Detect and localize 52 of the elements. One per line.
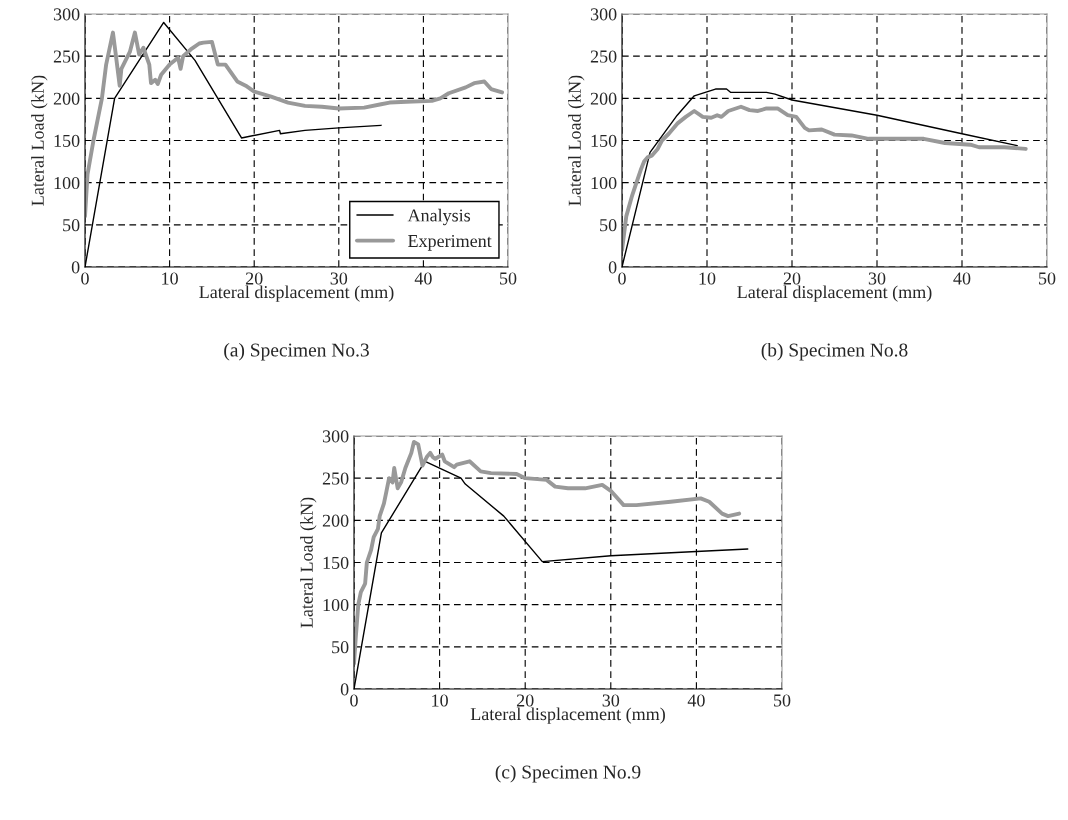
line-series (354, 439, 742, 666)
x-tick-label: 30 (868, 272, 886, 285)
y-tick-label: 0 (608, 261, 617, 274)
text: (a) Specimen No.3 (224, 342, 369, 361)
x-tick-label: 50 (774, 694, 791, 707)
x-tick-label: 10 (432, 694, 448, 707)
y-tick-label: 50 (63, 219, 80, 232)
y-tick-label: 250 (53, 50, 80, 63)
x-tick-label: 20 (516, 694, 534, 707)
y-tick-label: 100 (54, 176, 80, 190)
y-tick-label: 250 (322, 472, 349, 485)
y-tick-label: 100 (591, 176, 617, 190)
y-tick-label: 0 (340, 683, 349, 696)
y-tick-label: 200 (53, 92, 80, 105)
y-tick-label: 200 (322, 514, 349, 527)
x-tick-label: 40 (687, 694, 705, 707)
x-tick-label: 10 (162, 272, 178, 285)
y-tick-label: 0 (71, 261, 80, 274)
x-tick-label: 50 (1039, 272, 1056, 285)
y-tick-label: 150 (54, 134, 80, 147)
y-tick-label: 50 (600, 219, 617, 232)
y-tick-label: 50 (332, 641, 349, 654)
y-tick-label: 300 (322, 430, 349, 443)
x-tick-label: 10 (699, 272, 716, 285)
x-tick-label: 40 (414, 272, 432, 285)
y-axis-title: Lateral Load (kN) (568, 75, 585, 206)
legend-label: Analysis (407, 208, 471, 226)
x-tick-label: 20 (245, 272, 263, 285)
y-tick-label: 300 (53, 8, 80, 21)
x-tick-label: 0 (350, 694, 358, 707)
y-tick-label: 250 (590, 50, 617, 63)
y-axis-title: Lateral Load (kN) (300, 497, 317, 628)
y-tick-label: 200 (590, 92, 617, 105)
text: (b) Specimen No.8 (761, 342, 908, 361)
x-tick-label: 20 (783, 272, 801, 285)
x-tick-label: 50 (500, 272, 517, 285)
x-tick-label: 30 (602, 694, 620, 707)
y-tick-label: 100 (323, 598, 349, 612)
y-tick-label: 300 (590, 8, 617, 21)
x-tick-label: 40 (953, 272, 971, 285)
line-series (622, 104, 1028, 253)
legend-label: Experiment (408, 234, 492, 251)
x-axis-title: Lateral displacement (mm) (470, 707, 665, 724)
y-tick-label: 150 (591, 134, 617, 147)
x-axis-title: Lateral displacement (mm) (199, 285, 394, 302)
x-tick-label: 30 (330, 272, 348, 285)
x-tick-label: 0 (81, 272, 89, 285)
y-tick-label: 150 (323, 556, 349, 569)
y-axis-title: Lateral Load (kN) (31, 75, 48, 206)
text: (c) Specimen No.9 (495, 764, 641, 783)
x-tick-label: 0 (618, 272, 626, 285)
x-axis-title: Lateral displacement (mm) (737, 285, 932, 302)
